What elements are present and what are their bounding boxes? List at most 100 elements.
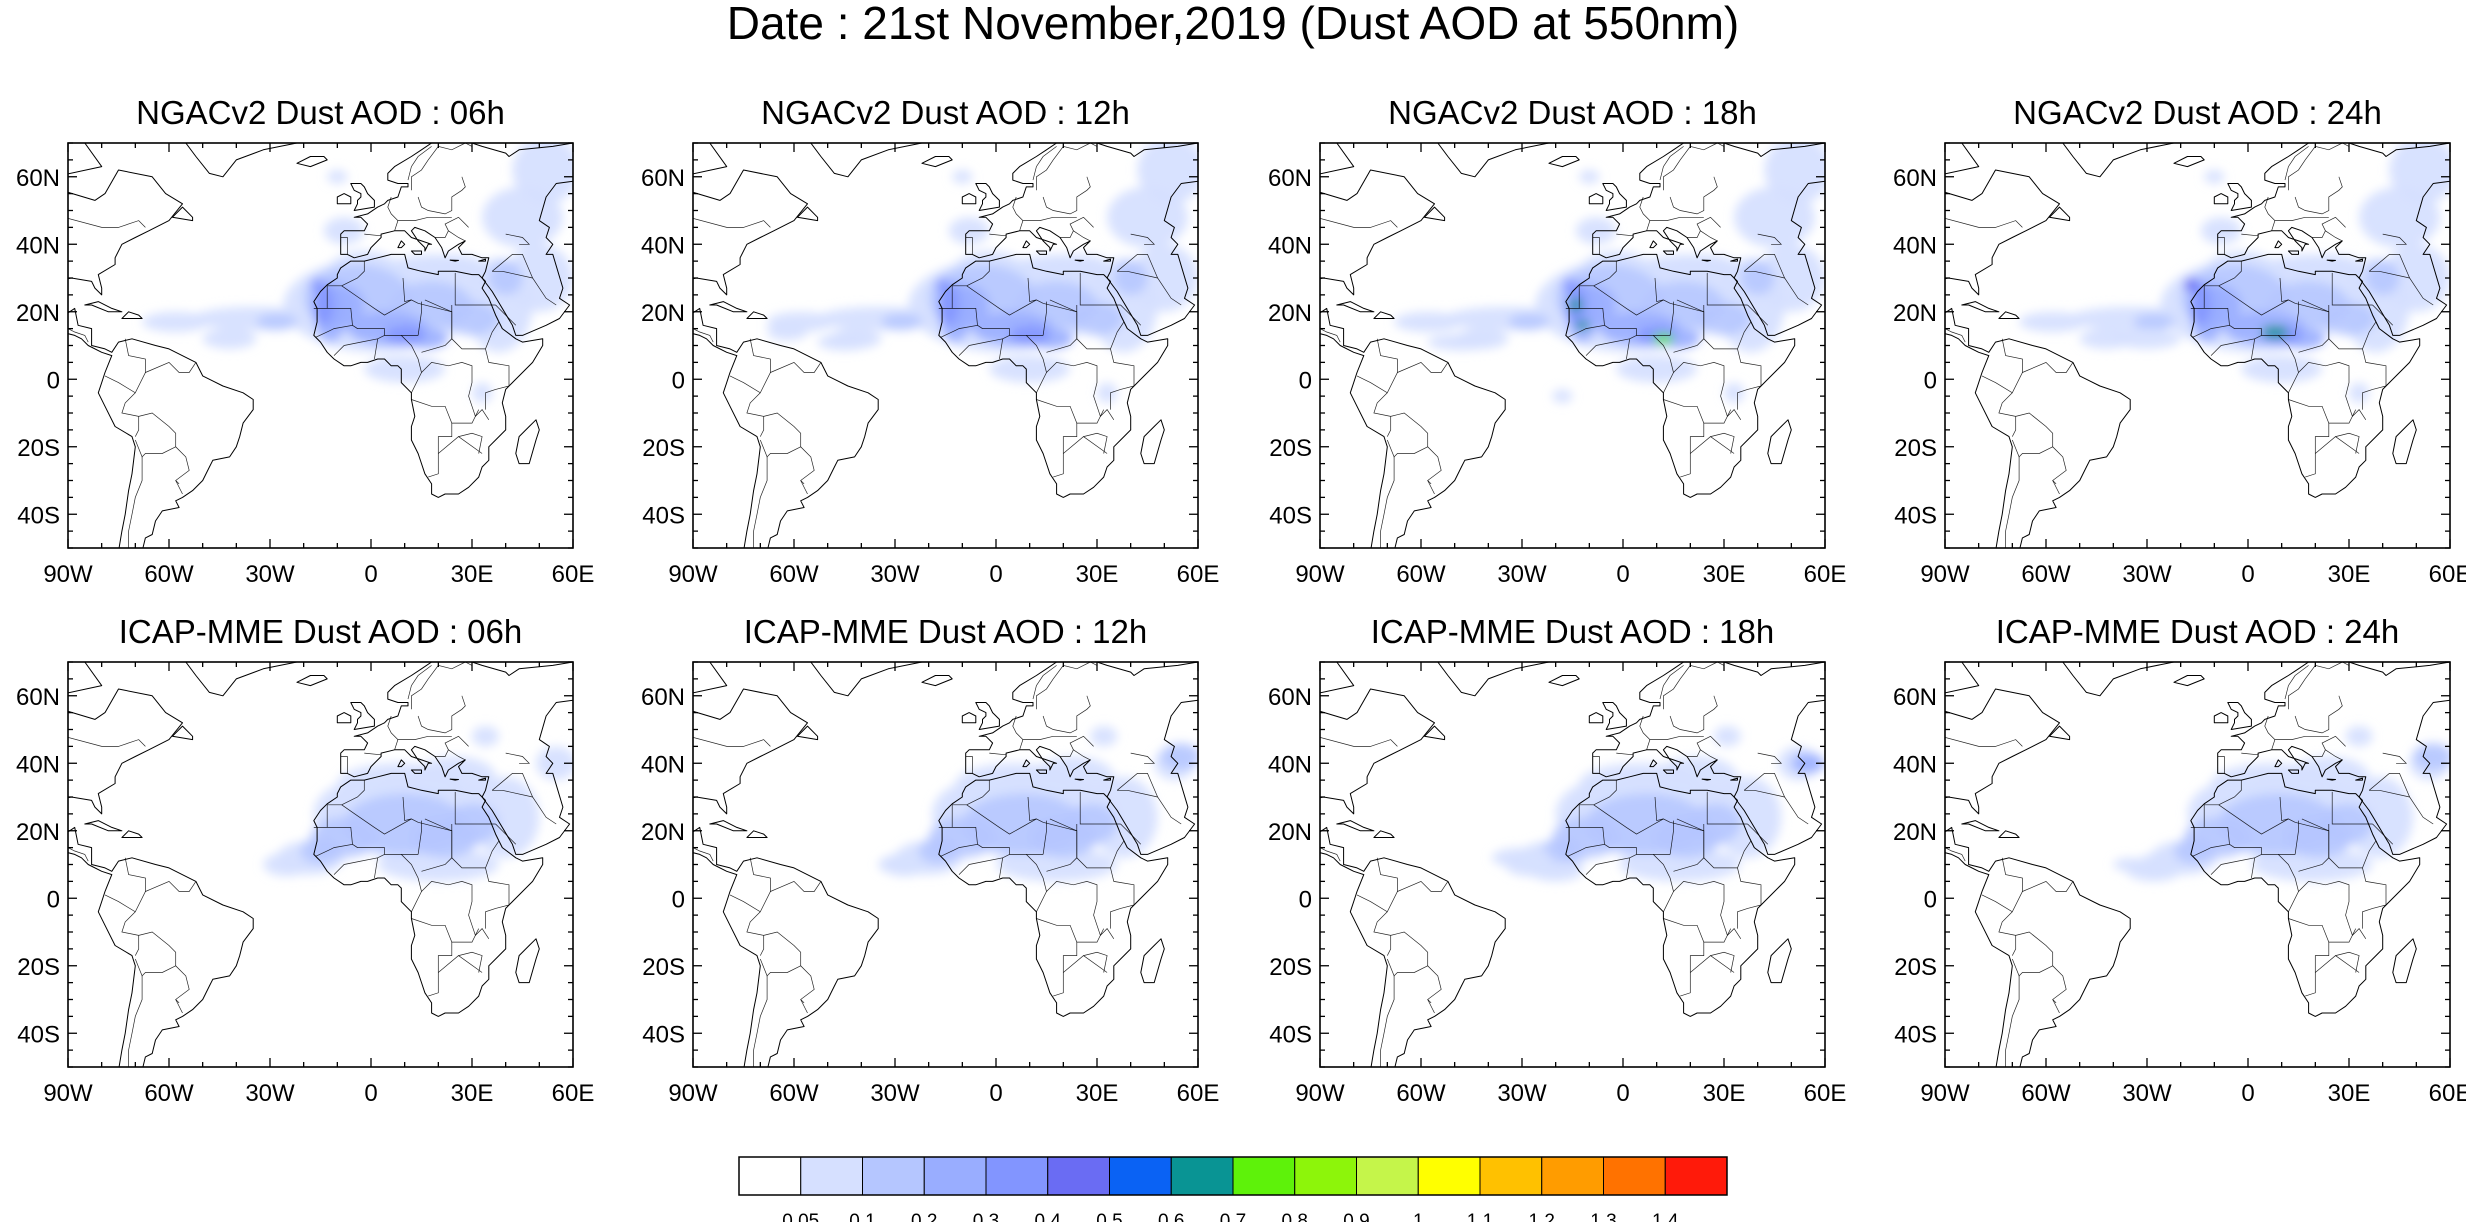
lat-tick-label: 40N (16, 751, 60, 778)
panel-title: ICAP-MME Dust AOD : 18h (1371, 613, 1774, 650)
lon-tick-label: 0 (989, 1080, 1002, 1107)
colorbar-swatch (862, 1156, 925, 1196)
lat-tick-label: 60N (16, 165, 60, 192)
colorbar-swatch (1170, 1156, 1234, 1196)
lat-tick-label: 40S (17, 1021, 60, 1048)
country-borders (1320, 143, 1809, 548)
lon-tick-label: 60W (769, 561, 819, 588)
lat-tick-label: 20S (17, 954, 60, 981)
lon-tick-label: 60E (552, 561, 595, 588)
lon-tick-label: 0 (1616, 1080, 1629, 1107)
lon-tick-label: 60E (1804, 561, 1847, 588)
lat-tick-label: 0 (1299, 886, 1312, 913)
lon-tick-label: 30W (870, 1080, 920, 1107)
lon-tick-label: 90W (668, 561, 718, 588)
lat-tick-label: 20N (16, 819, 60, 846)
country-borders (1320, 662, 1809, 1067)
lon-tick-label: 30E (1076, 561, 1119, 588)
lon-tick-label: 30W (2122, 561, 2172, 588)
colorbar-label: 1.2 (1529, 1211, 1555, 1222)
panel-title: ICAP-MME Dust AOD : 24h (1996, 613, 2399, 650)
lat-tick-label: 20N (1268, 300, 1312, 327)
dust-aod-field (1394, 143, 1825, 403)
lon-tick-label: 60E (1177, 1080, 1220, 1107)
lat-tick-label: 40N (1893, 232, 1937, 259)
map-panel: 60N 40N 20N 0 20S 40S 90W 60W 30W 0 30E 60E ICAP-MME… (641, 613, 1220, 1107)
lon-tick-label: 60E (552, 1080, 595, 1107)
lon-tick-label: 90W (1295, 1080, 1345, 1107)
lon-tick-label: 60W (2021, 1080, 2071, 1107)
lon-tick-label: 30E (1076, 1080, 1119, 1107)
lat-tick-label: 60N (641, 684, 685, 711)
lon-tick-label: 30E (1703, 561, 1746, 588)
lon-tick-label: 60E (1804, 1080, 1847, 1107)
lat-tick-label: 20S (1894, 954, 1937, 981)
colorbar-label: 1.4 (1652, 1211, 1679, 1222)
colorbar-swatch (1541, 1156, 1604, 1196)
lat-tick-label: 40N (1893, 751, 1937, 778)
colorbar-label: 0.05 (782, 1211, 819, 1222)
colorbar-label: 0.4 (1035, 1211, 1062, 1222)
lon-tick-label: 0 (2241, 561, 2254, 588)
lat-tick-label: 20S (1894, 435, 1937, 462)
lon-tick-label: 30W (1497, 561, 1547, 588)
lon-tick-label: 30E (2328, 1080, 2371, 1107)
coastlines (693, 662, 1198, 1067)
country-borders (68, 662, 557, 1067)
lat-tick-label: 20N (1268, 819, 1312, 846)
colorbar-label: 0.5 (1096, 1211, 1122, 1222)
lon-tick-label: 30E (451, 561, 494, 588)
lon-tick-label: 90W (1295, 561, 1345, 588)
lat-tick-label: 0 (47, 886, 60, 913)
lat-tick-label: 40S (1269, 502, 1312, 529)
lat-tick-label: 40N (1268, 751, 1312, 778)
country-borders (68, 143, 557, 548)
lon-tick-label: 0 (2241, 1080, 2254, 1107)
lat-tick-label: 60N (16, 684, 60, 711)
country-borders (693, 143, 1182, 548)
lon-tick-label: 30E (1703, 1080, 1746, 1107)
lon-tick-label: 30W (1497, 1080, 1547, 1107)
colorbar-swatch (923, 1156, 987, 1196)
panel-title: NGACv2 Dust AOD : 06h (136, 94, 505, 131)
lon-tick-label: 60W (1396, 561, 1446, 588)
map-panel: 60N 40N 20N 0 20S 40S 90W 60W 30W 0 30E 60E ICAP-MME… (1893, 613, 2466, 1107)
lat-tick-label: 60N (1268, 684, 1312, 711)
lat-tick-label: 20S (1269, 435, 1312, 462)
lon-tick-label: 0 (364, 1080, 377, 1107)
coastlines (1945, 143, 2450, 548)
country-borders (693, 662, 1182, 1067)
figure-title: Date : 21st November,2019 (Dust AOD at 5… (726, 0, 1740, 49)
lat-tick-label: 0 (1924, 886, 1937, 913)
lon-tick-label: 0 (364, 561, 377, 588)
map-panel: 60N 40N 20N 0 20S 40S 90W 60W 30W 0 30E 60E NGACv2 D… (1268, 94, 1847, 588)
map-panel: 60N 40N 20N 0 20S 40S 90W 60W 30W 0 30E 60E NGACv2 D… (16, 94, 595, 588)
lat-tick-label: 60N (641, 165, 685, 192)
lon-tick-label: 30W (2122, 1080, 2172, 1107)
panel-title: ICAP-MME Dust AOD : 12h (744, 613, 1147, 650)
lat-tick-label: 40S (1269, 1021, 1312, 1048)
lon-tick-label: 90W (1920, 561, 1970, 588)
colorbar-label: 1.3 (1590, 1211, 1616, 1222)
lat-tick-label: 20N (1893, 300, 1937, 327)
lat-tick-label: 20N (641, 819, 685, 846)
lat-tick-label: 20N (16, 300, 60, 327)
lat-tick-label: 40N (16, 232, 60, 259)
lon-tick-label: 60W (144, 1080, 194, 1107)
lon-tick-label: 30E (451, 1080, 494, 1107)
dust-aod-field (142, 143, 573, 403)
colorbar-swatch (1109, 1156, 1172, 1196)
lon-tick-label: 60W (769, 1080, 819, 1107)
lon-tick-label: 60W (144, 561, 194, 588)
lon-tick-label: 30E (2328, 561, 2371, 588)
dust-aod-field (263, 726, 573, 882)
coastlines (68, 662, 573, 1067)
colorbar-swatch (1664, 1156, 1728, 1196)
coastlines (1320, 662, 1825, 1067)
colorbar-label: 1.1 (1467, 1211, 1493, 1222)
coastlines (1320, 143, 1825, 548)
lon-tick-label: 0 (1616, 561, 1629, 588)
lon-tick-label: 30W (245, 561, 295, 588)
colorbar-label: 0.1 (849, 1211, 875, 1222)
